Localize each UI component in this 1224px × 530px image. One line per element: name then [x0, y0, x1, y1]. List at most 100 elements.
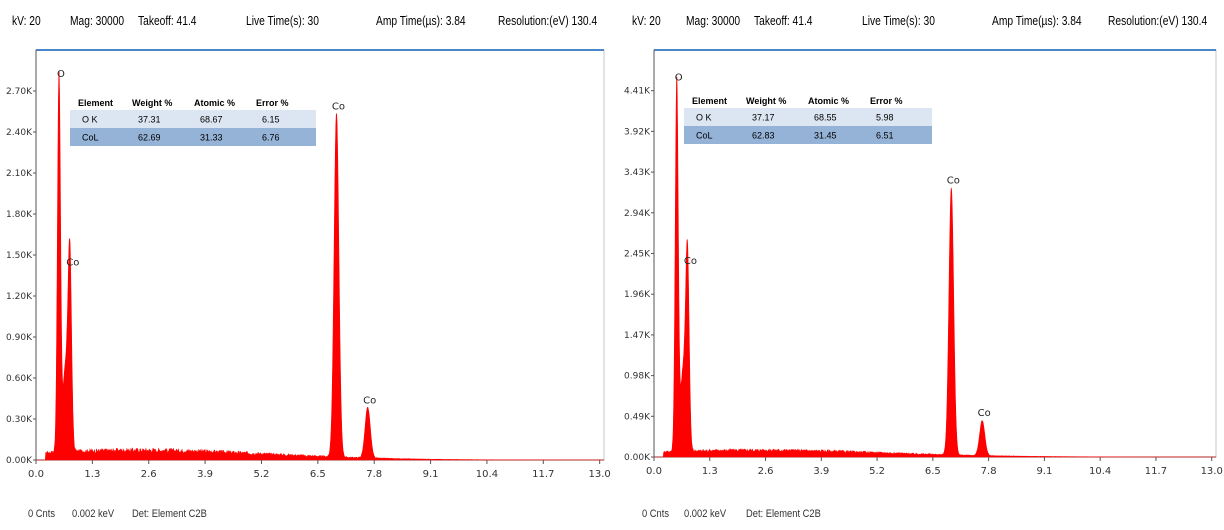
table-cell: 37.17	[752, 113, 775, 123]
mag-label: Mag: 30000	[686, 14, 741, 28]
resolution-label: Resolution:(eV) 130.4	[1108, 14, 1208, 28]
table-header-cell: Error %	[870, 96, 903, 106]
y-tick-label: 0.90K	[6, 333, 33, 343]
spectrum-series	[654, 76, 1217, 458]
takeoff-label: Takeoff: 41.4	[754, 14, 813, 28]
x-tick-label: 11.7	[1145, 466, 1167, 477]
table-cell: 6.76	[262, 133, 280, 143]
table-cell: 62.69	[138, 133, 161, 143]
eds-spectrum-chart: 0.00K 0.30K 0.60K 0.90K 1.20K 1.50K 1.80K 2.10K…	[6, 49, 611, 480]
table-cell: 68.55	[814, 113, 837, 123]
table-cell: 6.15	[262, 115, 280, 125]
status-footer: 0 Cnts 0.002 keV Det: Element C2B	[620, 502, 1224, 530]
detector-label: Det: Element C2B	[132, 508, 207, 520]
kev-readout: 0.002 keV	[72, 508, 115, 520]
quantification-table: Element Weight % Atomic % Error % O K 37.17 68…	[684, 96, 932, 144]
x-tick-label: 3.9	[197, 469, 213, 480]
mag-label: Mag: 30000	[70, 14, 125, 28]
takeoff-label: Takeoff: 41.4	[138, 14, 197, 28]
peak-label-o: O	[675, 73, 683, 84]
table-row	[684, 108, 932, 126]
x-tick-label: 7.8	[981, 466, 997, 477]
peak-label-co: Co	[332, 102, 345, 113]
x-tick-label: 11.7	[532, 469, 554, 480]
x-tick-label: 10.4	[476, 469, 498, 480]
spectrum-panel-left: kV: 20 Mag: 30000 Takeoff: 41.4 Live Tim…	[0, 0, 612, 530]
x-tick-label: 5.2	[254, 469, 270, 480]
x-tick-label: 9.1	[423, 469, 439, 480]
table-header-cell: Weight %	[746, 96, 786, 106]
peak-label-o: O	[57, 69, 65, 80]
y-tick-label: 1.80K	[6, 210, 33, 220]
x-tick-label: 13.0	[1201, 466, 1223, 477]
peak-label-co: Co	[978, 408, 991, 419]
peak-label-co: Co	[947, 176, 960, 187]
x-tick-label: 0.0	[28, 469, 44, 480]
eds-spectrum-chart: 0.00K 0.49K 0.98K 1.47K 1.96K 2.45K 2.94K 3.43K…	[624, 49, 1223, 477]
amp-time-label: Amp Time(µs): 3.84	[376, 14, 466, 28]
peak-label-co: Co	[66, 257, 79, 268]
y-tick-label: 1.50K	[6, 251, 33, 261]
x-tick-label: 10.4	[1089, 466, 1111, 477]
table-cell: 5.98	[876, 113, 894, 123]
table-header-cell: Element	[78, 98, 113, 108]
counts-readout: 0 Cnts	[642, 508, 670, 520]
table-cell: 68.67	[200, 115, 223, 125]
table-header-cell: Element	[692, 96, 727, 106]
status-footer: 0 Cnts 0.002 keV Det: Element C2B	[0, 502, 612, 530]
y-tick-label: 2.70K	[6, 87, 33, 97]
y-tick-label: 2.40K	[6, 128, 33, 138]
x-tick-label: 6.5	[310, 469, 326, 480]
peak-label-co: Co	[684, 256, 697, 267]
table-row	[684, 126, 932, 144]
y-tick-label: 2.10K	[6, 169, 33, 179]
y-tick-label: 1.20K	[6, 292, 33, 302]
y-tick-label: 4.41K	[624, 87, 651, 97]
y-tick-label: 1.96K	[624, 290, 651, 300]
live-time-label: Live Time(s): 30	[246, 14, 319, 28]
y-tick-label: 1.47K	[624, 331, 651, 341]
table-row	[70, 110, 316, 128]
table-cell: O K	[696, 113, 712, 123]
table-header-cell: Atomic %	[194, 98, 235, 108]
table-cell: 37.31	[138, 115, 161, 125]
table-header-cell: Atomic %	[808, 96, 849, 106]
x-tick-label: 5.2	[869, 466, 885, 477]
x-tick-label: 1.3	[702, 466, 718, 477]
x-tick-label: 3.9	[813, 466, 829, 477]
x-tick-label: 9.1	[1036, 466, 1052, 477]
counts-readout: 0 Cnts	[28, 508, 56, 520]
y-tick-label: 0.30K	[6, 415, 33, 425]
kv-label: kV: 20	[12, 14, 41, 28]
y-tick-label: 2.45K	[624, 250, 651, 260]
kev-readout: 0.002 keV	[684, 508, 727, 520]
acquisition-header: kV: 20 Mag: 30000 Takeoff: 41.4 Live Tim…	[620, 0, 1224, 42]
amp-time-label: Amp Time(µs): 3.84	[992, 14, 1082, 28]
y-tick-label: 3.43K	[624, 168, 651, 178]
table-header-cell: Weight %	[132, 98, 172, 108]
table-cell: O K	[82, 115, 98, 125]
kv-label: kV: 20	[632, 14, 661, 28]
table-cell: 6.51	[876, 131, 894, 141]
x-tick-label: 6.5	[925, 466, 941, 477]
y-tick-label: 0.60K	[6, 374, 33, 384]
y-tick-label: 3.92K	[624, 127, 651, 137]
acquisition-header: kV: 20 Mag: 30000 Takeoff: 41.4 Live Tim…	[0, 0, 612, 42]
x-tick-label: 1.3	[84, 469, 100, 480]
table-cell: 31.33	[200, 133, 223, 143]
table-cell: CoL	[696, 131, 713, 141]
spectrum-panel-right: kV: 20 Mag: 30000 Takeoff: 41.4 Live Tim…	[620, 0, 1224, 530]
y-tick-label: 0.98K	[624, 372, 651, 382]
detector-label: Det: Element C2B	[746, 508, 821, 520]
x-tick-label: 2.6	[758, 466, 774, 477]
resolution-label: Resolution:(eV) 130.4	[498, 14, 598, 28]
x-tick-label: 13.0	[589, 469, 611, 480]
y-tick-label: 0.00K	[6, 456, 33, 466]
spectrum-series	[36, 71, 605, 461]
table-cell: 62.83	[752, 131, 775, 141]
live-time-label: Live Time(s): 30	[862, 14, 935, 28]
quantification-table: Element Weight % Atomic % Error % O K 37.31 68…	[70, 98, 316, 146]
table-header-cell: Error %	[256, 98, 289, 108]
x-tick-label: 0.0	[646, 466, 662, 477]
peak-label-co: Co	[363, 395, 376, 406]
